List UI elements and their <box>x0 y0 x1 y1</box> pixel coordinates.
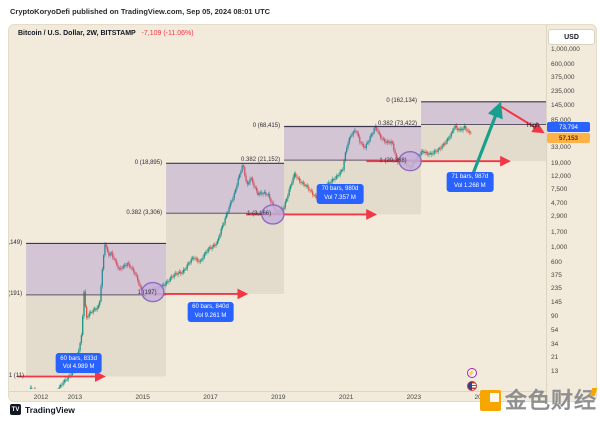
price-tick: 145 <box>551 299 562 307</box>
cycle-bars-days: 70 bars, 980d <box>321 186 359 193</box>
tradingview-footer-logo[interactable]: TV TradingView <box>10 404 75 415</box>
projection-up-arrow <box>467 101 503 186</box>
time-label: 2021 <box>338 394 354 401</box>
cycle-volume: Vol 9.261 M <box>194 312 227 319</box>
cycle-stats-label: 71 bars, 987d Vol 1.268 M <box>446 171 494 192</box>
fib-level-0-label: 0 (68,415) <box>252 122 281 129</box>
cycle-volume: Vol 1.268 M <box>453 182 486 189</box>
annotations <box>17 101 545 382</box>
symbol-title: Bitcoin / U.S. Dollar, 2W, BITSTAMP <box>18 30 136 37</box>
price-chart <box>17 101 546 389</box>
price-tick: 375 <box>551 272 562 279</box>
price-tick: 235 <box>551 285 562 293</box>
price-tick: 34 <box>551 340 559 348</box>
price-tick: 85,000 <box>551 116 571 124</box>
crossing-circle-marker <box>398 150 422 172</box>
jinse-watermark: 金色财经 <box>480 388 598 413</box>
fib-zone-382-1 <box>166 213 285 294</box>
currency-toggle-button[interactable]: USD <box>548 29 595 45</box>
cycle-stats-label: 60 bars, 833d Vol 4.989 M <box>55 353 102 374</box>
fib-zone-0-382 <box>26 243 167 295</box>
chart-card: 1,600,0001,000,000600,000375,000235,0001… <box>8 24 597 402</box>
price-axis-divider <box>546 25 547 401</box>
price-tick: 7,500 <box>551 186 568 194</box>
price-tick: 54 <box>551 327 559 335</box>
time-label: 2023 <box>406 394 422 401</box>
fib-level-382-label: 0.382 (191) <box>8 291 23 298</box>
price-tick: 2,900 <box>551 213 568 221</box>
change-value: -7,109 (-11.06%) <box>141 30 194 37</box>
price-tick: 1,700 <box>551 228 568 236</box>
cycle-stats-label: 70 bars, 980d Vol 7.357 M <box>316 183 364 204</box>
price-tick: 33,000 <box>551 143 571 151</box>
fib-level-382-label: 0.382 (73,422) <box>378 120 418 127</box>
price-tick: 600,000 <box>551 60 575 68</box>
time-label: 2019 <box>271 394 286 401</box>
crossing-circle-marker <box>141 281 165 303</box>
price-tick: 90 <box>551 312 559 320</box>
fib-level-1-label: 1 (3,166) <box>247 210 272 217</box>
fib-zone-0-382 <box>166 163 285 214</box>
idea-marker-lightning-icon[interactable]: ⚡ <box>466 368 477 378</box>
jinse-watermark-text: 金色财经 <box>505 388 598 413</box>
fib-level-382-label: 0.382 (21,152) <box>241 156 281 163</box>
idea-marker-us-flag-icon[interactable] <box>466 380 477 391</box>
projection-down-arrow <box>500 105 545 134</box>
overlay-layer: 1,600,0001,000,000600,000375,000235,0001… <box>8 25 596 401</box>
fib-level-0-label: 0 (1,149) <box>8 239 23 246</box>
fib-level-1-label: 1 (11) <box>8 373 25 379</box>
fib-level-382-label: 0.382 (3,306) <box>126 209 163 216</box>
price-tick: 375,000 <box>551 74 575 82</box>
high-label: High <box>527 123 540 129</box>
fib-zone-0-382 <box>284 126 422 161</box>
price-tick: 145,000 <box>551 101 575 109</box>
time-label: 2017 <box>203 394 218 401</box>
high-price-badge: 73,794 <box>547 122 590 132</box>
price-tick: 19,000 <box>551 159 571 167</box>
crossing-circle-marker <box>261 204 285 225</box>
cycle-volume: Vol 4.989 M <box>62 364 95 371</box>
last-price-badge: 57,153 <box>547 133 590 143</box>
publish-caption: CryptoKoryoDefi published on TradingView… <box>10 7 271 16</box>
time-label: 2013 <box>67 394 83 401</box>
time-label: 2015 <box>135 394 150 401</box>
fib-level-1-label: 1 (20,368) <box>379 157 407 164</box>
fib-retracement-zones <box>26 101 546 377</box>
cycle-volume: Vol 7.357 M <box>324 194 356 201</box>
price-tick: 21 <box>551 354 559 362</box>
cycle-bars-days: 60 bars, 840d <box>192 304 229 311</box>
fib-zone-0-382 <box>421 101 546 125</box>
cycle-bars-days: 71 bars, 987d <box>451 174 489 181</box>
price-tick: 1,000 <box>551 243 568 251</box>
cycle-stats-label: 60 bars, 840d Vol 9.261 M <box>187 301 234 322</box>
jinse-logo-icon <box>480 390 501 411</box>
price-tick: 13 <box>551 368 559 376</box>
price-tick: 600 <box>551 258 562 266</box>
time-axis-divider <box>9 391 546 392</box>
fib-level-1-label: 1 (197) <box>137 290 157 297</box>
tradingview-brand-text: TradingView <box>25 404 75 415</box>
price-tick: 4,700 <box>551 199 568 207</box>
price-tick: 1,000,000 <box>551 46 580 54</box>
price-tick: 235,000 <box>551 87 575 95</box>
fib-level-0-label: 0 (162,134) <box>386 98 418 105</box>
price-tick: 12,000 <box>551 172 571 180</box>
cycle-bars-days: 60 bars, 833d <box>60 355 97 362</box>
tradingview-icon: TV <box>10 404 21 415</box>
time-label: 2012 <box>33 394 49 401</box>
fib-level-0-label: 0 (18,895) <box>134 159 163 166</box>
symbol-legend[interactable]: Bitcoin / U.S. Dollar, 2W, BITSTAMP -7,1… <box>18 30 194 37</box>
